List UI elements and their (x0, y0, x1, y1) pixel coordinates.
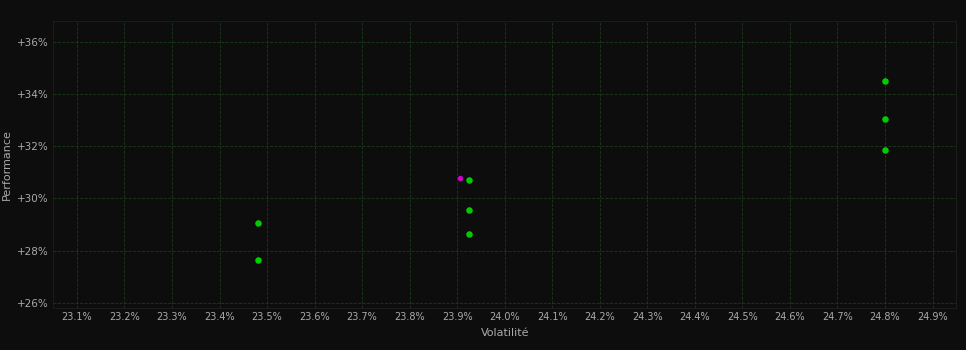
Point (250, 220, 266, 226)
Point (462, 231, 477, 237)
Y-axis label: Performance: Performance (2, 129, 12, 200)
Point (877, 147, 893, 153)
Point (462, 207, 477, 213)
Point (462, 177, 477, 183)
X-axis label: Volatilité: Volatilité (480, 328, 529, 338)
Point (877, 116, 893, 122)
Point (250, 257, 266, 262)
Point (452, 175, 468, 181)
Point (877, 78, 893, 84)
